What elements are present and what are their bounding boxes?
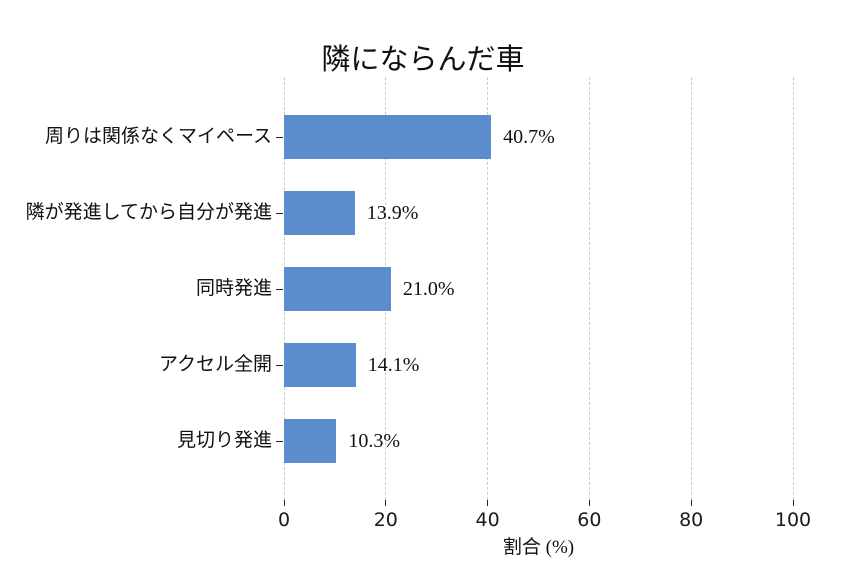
grid-line <box>487 77 489 500</box>
x-tick-label: 100 <box>774 509 812 531</box>
x-tick-label: 0 <box>277 509 291 531</box>
x-tick-label: 80 <box>679 509 704 531</box>
value-label: 13.9% <box>366 202 419 224</box>
y-tick <box>276 212 283 214</box>
chart-title: 隣にならんだ車 <box>321 44 525 76</box>
bar <box>284 267 391 311</box>
x-tick <box>588 500 590 506</box>
x-axis-label: 割合 (%) <box>502 537 575 558</box>
x-tick <box>690 500 692 506</box>
y-tick <box>276 364 283 366</box>
grid-line <box>690 77 692 500</box>
y-tick <box>276 288 283 290</box>
bar <box>284 419 337 463</box>
bar <box>284 191 355 235</box>
bar <box>284 115 492 159</box>
bar <box>284 343 356 387</box>
value-label: 40.7% <box>503 126 555 148</box>
category-label: 同時発進 <box>195 278 272 299</box>
x-tick <box>385 500 387 506</box>
x-tick-label: 20 <box>373 509 398 531</box>
category-label: 周りは関係なくマイペース <box>44 126 272 147</box>
x-tick-label: 60 <box>577 509 602 531</box>
x-tick <box>283 500 285 506</box>
y-tick <box>276 136 283 138</box>
value-label: 10.3% <box>348 430 401 452</box>
grid-line <box>588 77 590 500</box>
value-label: 21.0% <box>402 278 455 300</box>
x-tick <box>487 500 489 506</box>
grid-line <box>792 77 794 500</box>
category-label: 見切り発進 <box>176 430 272 451</box>
x-tick-label: 40 <box>475 509 500 531</box>
x-tick <box>792 500 794 506</box>
category-label: アクセル全開 <box>158 354 272 375</box>
value-label: 14.1% <box>367 354 420 376</box>
y-tick <box>276 440 283 442</box>
category-label: 隣が発進してから自分が発進 <box>25 202 272 223</box>
